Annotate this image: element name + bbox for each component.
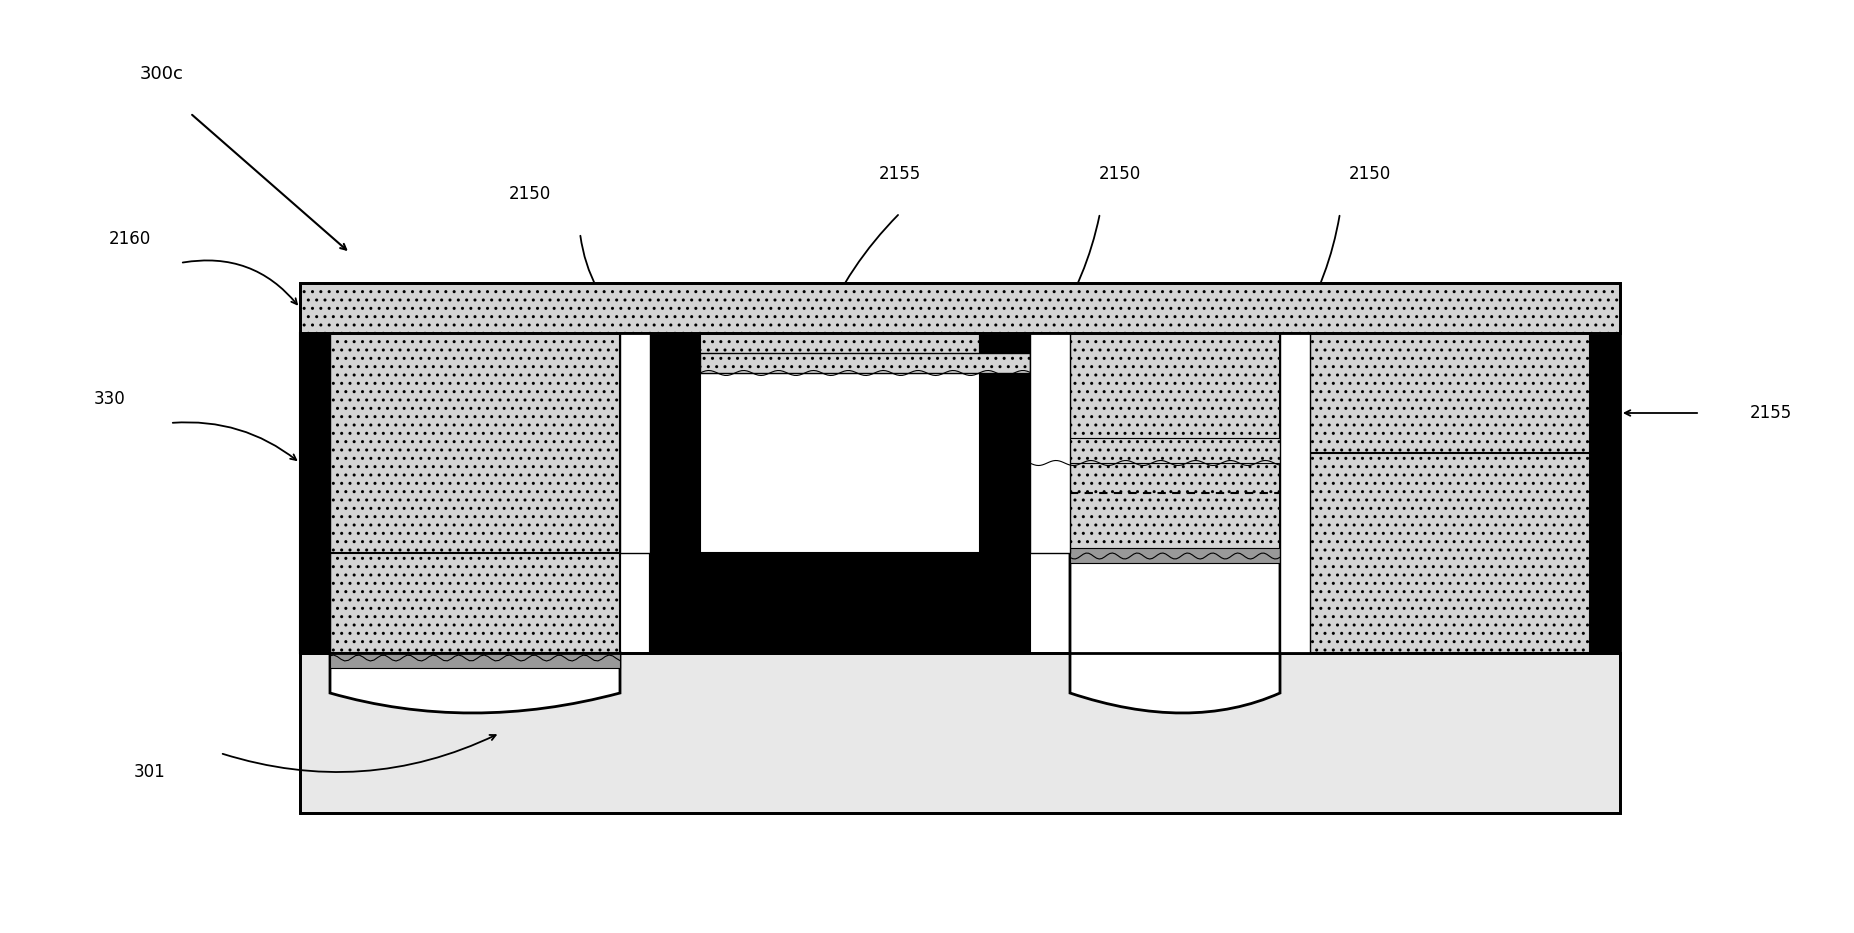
Text: 2150: 2150 <box>508 185 551 203</box>
Bar <box>1591 333 1620 653</box>
Text: 2155: 2155 <box>1750 404 1793 422</box>
Text: 304: 304 <box>1424 564 1455 582</box>
Bar <box>300 283 1620 813</box>
Bar <box>1311 453 1591 653</box>
Bar <box>701 373 981 553</box>
Bar <box>1311 333 1591 653</box>
Text: 310: 310 <box>823 454 857 472</box>
Bar <box>651 553 1031 653</box>
Bar <box>300 653 1620 813</box>
Text: 2155: 2155 <box>879 165 921 183</box>
Text: 302: 302 <box>864 584 895 602</box>
Text: 300c: 300c <box>141 65 184 83</box>
Bar <box>300 283 1620 333</box>
Bar <box>330 653 619 668</box>
Text: 2150: 2150 <box>1350 165 1390 183</box>
Bar <box>1070 548 1279 563</box>
Text: 301: 301 <box>133 763 165 781</box>
Bar <box>981 333 1031 553</box>
Bar <box>300 333 330 653</box>
Text: 305: 305 <box>445 594 476 612</box>
Text: 2150: 2150 <box>1099 165 1140 183</box>
Bar <box>651 333 701 653</box>
Bar <box>701 353 1031 373</box>
Bar <box>651 333 981 453</box>
PathPatch shape <box>330 653 619 713</box>
Bar <box>619 333 651 553</box>
Bar <box>300 333 619 653</box>
Bar <box>1031 333 1070 553</box>
Text: 2160: 2160 <box>109 230 152 248</box>
Bar <box>1031 438 1279 463</box>
PathPatch shape <box>1070 553 1279 713</box>
Bar <box>330 553 619 653</box>
Bar <box>1070 333 1279 653</box>
Text: 330: 330 <box>95 390 126 408</box>
Bar <box>1279 333 1311 653</box>
